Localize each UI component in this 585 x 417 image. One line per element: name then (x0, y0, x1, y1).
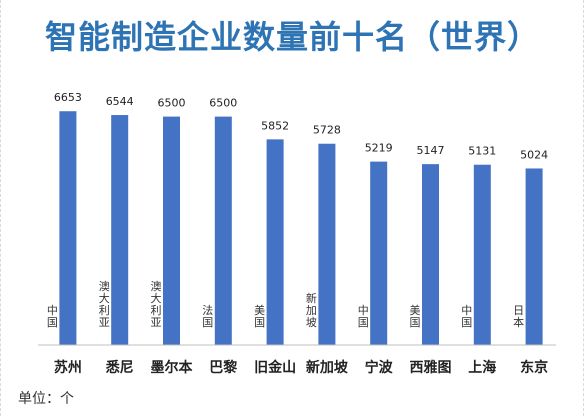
data-label: 6544 (106, 95, 134, 108)
bar-7 (370, 161, 388, 345)
category-label: 悉尼 (105, 359, 134, 376)
country-label: 美国 (410, 304, 421, 329)
data-label: 5024 (520, 148, 548, 161)
country-label: 日本 (513, 304, 524, 329)
bar-10 (525, 168, 543, 345)
bar-4 (214, 116, 232, 345)
country-label: 美国 (254, 304, 265, 329)
data-label: 5147 (417, 144, 445, 157)
data-label: 5219 (365, 142, 393, 155)
country-label: 中国 (461, 304, 472, 329)
data-label: 6500 (209, 97, 237, 110)
category-label: 宁波 (365, 359, 394, 376)
category-label: 新加坡 (306, 359, 349, 376)
category-label: 苏州 (54, 359, 82, 376)
category-label: 巴黎 (209, 359, 237, 376)
chart-title: 智能制造企业数量前十名（世界） (44, 18, 540, 56)
bar-3 (163, 116, 180, 345)
unit-label: 单位：个 (18, 391, 74, 407)
bar-8 (422, 164, 439, 345)
data-label: 5852 (261, 119, 289, 132)
bar-6 (318, 143, 336, 345)
bar-1 (59, 111, 77, 345)
category-label: 墨尔本 (151, 359, 194, 376)
country-label: 澳大利亚 (151, 280, 162, 329)
bar-9 (473, 164, 491, 345)
country-label: 中国 (47, 304, 58, 329)
data-label: 6653 (54, 91, 82, 104)
category-label: 旧金山 (254, 359, 296, 376)
data-label: 6500 (158, 97, 186, 110)
data-label: 5728 (313, 124, 341, 137)
country-label: 法国 (202, 303, 213, 329)
country-label: 中国 (358, 304, 369, 329)
country-label: 新加坡 (306, 291, 317, 329)
bar-2 (111, 115, 129, 345)
category-label: 西雅图 (410, 359, 452, 376)
category-label: 东京 (520, 359, 548, 376)
country-label: 澳大利亚 (99, 280, 110, 329)
data-label: 5131 (468, 145, 496, 158)
bar-5 (266, 139, 284, 345)
category-label: 上海 (468, 359, 496, 376)
